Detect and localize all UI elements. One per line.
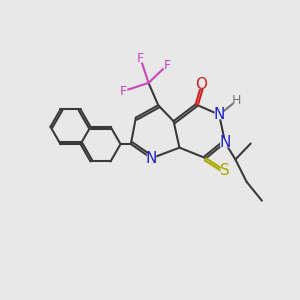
FancyBboxPatch shape [120,87,127,95]
Text: F: F [120,85,127,98]
Text: F: F [164,59,171,72]
FancyBboxPatch shape [147,154,156,163]
Text: N: N [219,135,231,150]
Text: O: O [196,77,208,92]
FancyBboxPatch shape [214,110,224,119]
FancyBboxPatch shape [163,61,171,69]
Text: F: F [137,52,144,65]
FancyBboxPatch shape [220,138,230,147]
Text: N: N [214,107,225,122]
FancyBboxPatch shape [233,97,241,104]
FancyBboxPatch shape [137,55,144,62]
FancyBboxPatch shape [197,80,206,89]
Text: H: H [232,94,242,107]
Text: S: S [220,163,230,178]
Text: N: N [146,151,157,166]
FancyBboxPatch shape [221,166,230,175]
